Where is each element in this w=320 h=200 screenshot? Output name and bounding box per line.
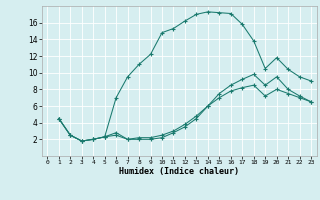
X-axis label: Humidex (Indice chaleur): Humidex (Indice chaleur): [119, 167, 239, 176]
